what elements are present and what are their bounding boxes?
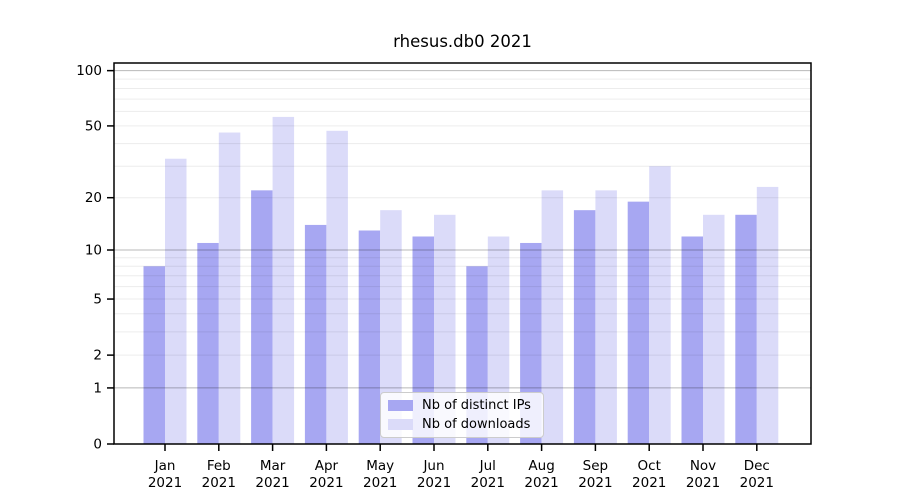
x-tick-label-month-jun: Jun (422, 458, 444, 474)
bar-downloads-dec (756, 186, 779, 444)
bar-downloads-jan (165, 158, 187, 444)
x-tick-label-month-dec: Dec (744, 458, 770, 474)
bar-downloads-nov (703, 214, 725, 444)
x-tick-label-year-sep: 2021 (578, 475, 612, 491)
x-tick-label-year-apr: 2021 (309, 475, 343, 491)
y-tick-label-50: 50 (85, 118, 102, 134)
x-tick-label-year-jan: 2021 (148, 475, 182, 491)
bar-distinct-ips-oct (627, 201, 650, 444)
bar-distinct-ips-dec (735, 214, 757, 444)
bar-distinct-ips-feb (197, 242, 219, 444)
x-tick-label-month-mar: Mar (260, 458, 286, 474)
x-tick-label-month-may: May (366, 458, 394, 474)
bar-distinct-ips-sep (573, 210, 596, 444)
x-tick-label-month-apr: Apr (315, 458, 339, 474)
y-tick-label-1: 1 (93, 380, 102, 396)
x-tick-label-year-jul: 2021 (471, 475, 505, 491)
plot-border (113, 62, 812, 445)
x-tick-label-month-sep: Sep (583, 458, 608, 474)
bar-distinct-ips-may (358, 230, 381, 444)
x-tick-label-month-oct: Oct (638, 458, 661, 474)
y-tick-label-10: 10 (85, 243, 102, 259)
legend-swatch-distinct-ips (388, 400, 413, 411)
x-tick-label-month-feb: Feb (207, 458, 231, 474)
bar-distinct-ips-mar (251, 190, 273, 444)
y-tick-label-2: 2 (93, 348, 102, 364)
x-tick-label-year-jun: 2021 (417, 475, 451, 491)
x-tick-label-year-dec: 2021 (740, 475, 774, 491)
y-tick-label-5: 5 (93, 292, 102, 308)
x-tick-label-month-aug: Aug (528, 458, 554, 474)
bar-downloads-aug (541, 190, 564, 444)
legend-label-downloads: Nb of downloads (422, 417, 531, 432)
bar-downloads-mar (272, 116, 295, 445)
bar-distinct-ips-nov (681, 236, 703, 444)
x-tick-label-year-nov: 2021 (686, 475, 720, 491)
bar-downloads-oct (649, 166, 671, 444)
x-tick-label-month-jul: Jul (479, 458, 496, 474)
y-tick-label-100: 100 (76, 63, 102, 79)
legend-swatch-downloads (388, 419, 413, 430)
x-tick-label-year-mar: 2021 (255, 475, 289, 491)
legend-label-distinct-ips: Nb of distinct IPs (422, 398, 531, 413)
x-tick-label-month-nov: Nov (690, 458, 716, 474)
bar-downloads-feb (218, 132, 241, 444)
bar-distinct-ips-jan (143, 266, 165, 444)
bar-downloads-may (380, 210, 402, 444)
x-tick-label-year-feb: 2021 (202, 475, 236, 491)
x-tick-label-month-jan: Jan (154, 458, 176, 474)
legend-item-distinct-ips: Nb of distinct IPs (388, 398, 535, 413)
legend-item-downloads: Nb of downloads (388, 417, 535, 432)
bar-downloads-sep (595, 190, 617, 444)
y-tick-label-0: 0 (93, 437, 102, 453)
chart-title: rhesus.db0 2021 (393, 32, 532, 51)
bar-distinct-ips-apr (304, 224, 327, 444)
y-tick-label-20: 20 (85, 190, 102, 206)
x-tick-label-year-may: 2021 (363, 475, 397, 491)
bar-downloads-apr (326, 130, 348, 444)
x-tick-label-year-oct: 2021 (632, 475, 666, 491)
legend: Nb of distinct IPs Nb of downloads (380, 392, 544, 438)
x-tick-label-year-aug: 2021 (524, 475, 558, 491)
bar-downloads-jun (434, 214, 456, 444)
